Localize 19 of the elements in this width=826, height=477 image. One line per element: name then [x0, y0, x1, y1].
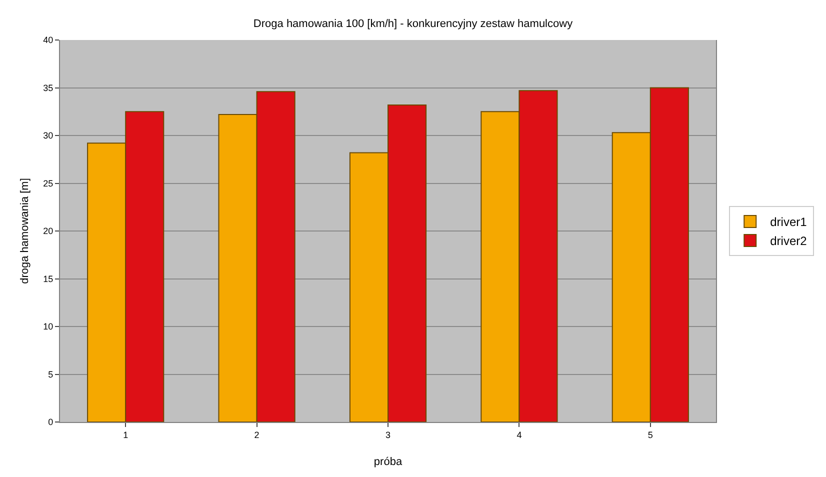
- y-tick-label: 40: [43, 35, 54, 46]
- y-tick-label: 15: [43, 274, 54, 284]
- y-tick-label: 25: [43, 178, 54, 188]
- chart-title: Droga hamowania 100 [km/h] - konkurencyjny zestaw hamulcowy: [253, 18, 574, 30]
- legend-label: driver2: [770, 234, 808, 248]
- y-tick-label: 0: [48, 417, 54, 428]
- legend-label: driver1: [770, 215, 808, 230]
- x-tick-label: 3: [385, 430, 391, 440]
- x-tick-label: 2: [254, 430, 260, 440]
- y-axis-title: droga hamowania [m]: [19, 178, 31, 284]
- y-tick-label: 5: [48, 369, 54, 380]
- y-tick-label: 30: [43, 130, 54, 141]
- y-tick-label: 10: [43, 322, 54, 332]
- y-tick-label: 20: [43, 226, 54, 236]
- x-axis-title: próba: [374, 456, 403, 468]
- y-tick-label: 35: [43, 82, 54, 93]
- x-tick-label: 4: [516, 430, 522, 440]
- x-tick-label: 1: [123, 430, 128, 440]
- x-tick-label: 5: [648, 430, 653, 440]
